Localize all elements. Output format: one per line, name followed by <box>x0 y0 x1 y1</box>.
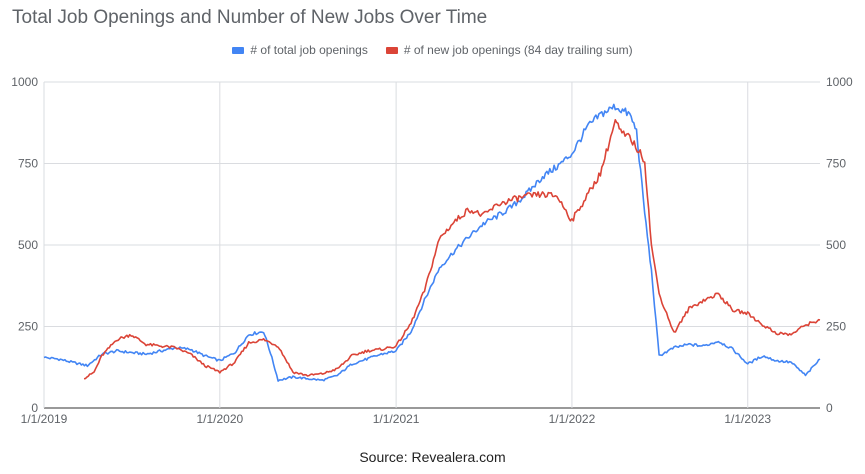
x-tick-2019: 1/1/2019 <box>21 412 68 426</box>
x-tick-2020: 1/1/2020 <box>196 412 243 426</box>
y-tick-left-1000: 1000 <box>11 75 38 89</box>
source-caption: Source: Revealera.com <box>359 449 506 465</box>
x-tick-2021: 1/1/2021 <box>373 412 420 426</box>
y-tick-right-250: 250 <box>826 320 846 334</box>
legend-swatch-total-openings <box>232 46 245 54</box>
y-tick-left-750: 750 <box>18 157 38 171</box>
y-tick-right-750: 750 <box>826 157 846 171</box>
legend-item-new-openings[interactable]: # of new job openings (84 day trailing s… <box>385 43 633 57</box>
y-tick-left-500: 500 <box>18 238 38 252</box>
legend: # of total job openings # of new job ope… <box>0 43 865 57</box>
x-tick-2022: 1/1/2022 <box>549 412 596 426</box>
legend-label-new-openings: # of new job openings (84 day trailing s… <box>403 43 633 57</box>
series-line-total-openings <box>43 103 821 382</box>
y-tick-left-250: 250 <box>18 320 38 334</box>
series-line-new-openings <box>83 119 821 380</box>
legend-label-total-openings: # of total job openings <box>250 43 368 57</box>
y-tick-right-1000: 1000 <box>826 75 853 89</box>
y-tick-right-0: 0 <box>826 401 833 415</box>
legend-item-total-openings[interactable]: # of total job openings <box>232 43 368 57</box>
legend-swatch-new-openings <box>385 46 398 54</box>
y-tick-left-0: 0 <box>31 401 38 415</box>
chart-title: Total Job Openings and Number of New Job… <box>12 7 488 28</box>
y-tick-right-500: 500 <box>826 238 846 252</box>
x-tick-2023: 1/1/2023 <box>724 412 771 426</box>
